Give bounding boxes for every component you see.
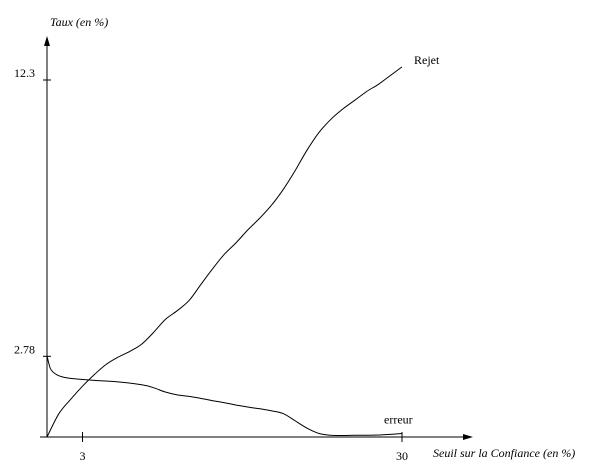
- x-tick-label: 3: [80, 449, 86, 462]
- series-layer: Rejet erreur: [46, 53, 440, 438]
- x-axis-arrow-icon: [463, 434, 473, 440]
- x-tick-label: 30: [396, 449, 408, 462]
- y-tick-label: 12.3: [14, 66, 35, 80]
- x-axis: [40, 434, 473, 440]
- ticks: 3 30 2.78 12.3: [14, 66, 408, 462]
- y-tick-label: 2.78: [14, 342, 35, 356]
- series-label-erreur: erreur: [384, 413, 413, 427]
- x-axis-title: Seuil sur la Confiance (en %): [433, 446, 575, 460]
- series-line-erreur: [46, 355, 403, 437]
- y-axis-arrow-icon: [44, 36, 50, 46]
- y-axis: [44, 36, 50, 437]
- series-label-rejet: Rejet: [414, 53, 440, 67]
- series-line-rejet: [46, 66, 403, 438]
- y-axis-title: Taux (en %): [50, 15, 108, 29]
